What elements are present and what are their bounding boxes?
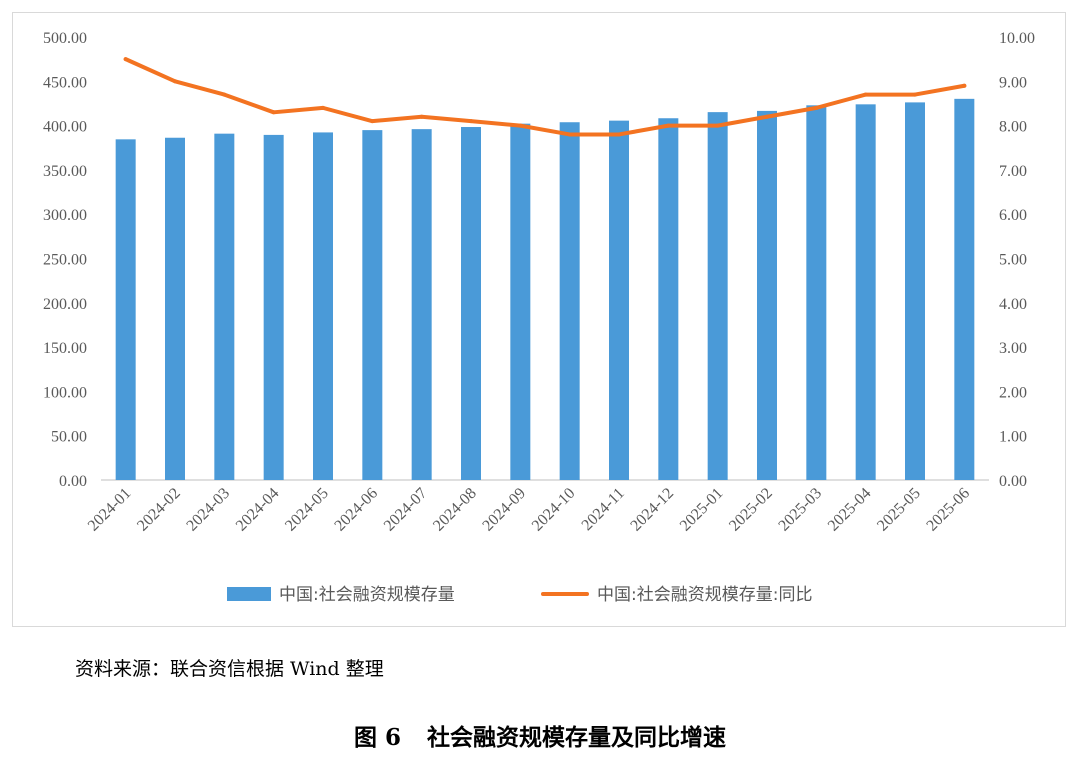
- x-tick-label: 2024-05: [282, 485, 332, 535]
- y-left-tick-label: 300.00: [43, 207, 87, 224]
- bar: [313, 132, 333, 480]
- source-note: 资料来源：联合资信根据 Wind 整理: [75, 658, 384, 680]
- bar: [806, 105, 827, 480]
- x-tick-label: 2024-01: [85, 485, 135, 535]
- chart-frame: 0.00 50.00 100.00 150.00 200.00 250.00 300.00 3…: [12, 12, 1066, 627]
- line-point: [321, 105, 325, 110]
- y-left-tick-label: 250.00: [43, 252, 87, 269]
- y-left-tick-label: 200.00: [43, 296, 87, 313]
- x-tick-label: 2024-09: [479, 485, 529, 535]
- line-point: [173, 79, 177, 84]
- y-left-tick-label: 0.00: [59, 473, 87, 490]
- x-tick-label: 2024-04: [233, 485, 283, 535]
- line-point: [222, 92, 227, 97]
- x-tick-label: 2025-01: [677, 485, 727, 535]
- x-tick-label: 2024-12: [627, 485, 677, 535]
- y-left-tick-label: 150.00: [43, 340, 87, 357]
- line-point: [123, 57, 128, 62]
- figure-caption: 图 6 社会融资规模存量及同比增速: [0, 718, 1080, 752]
- x-tick-label: 2025-03: [775, 485, 825, 535]
- figure-title: 社会融资规模存量及同比增速: [427, 724, 726, 751]
- y-right-tick-label: 4.00: [999, 296, 1027, 313]
- line-point: [271, 110, 276, 115]
- line-point: [863, 92, 868, 97]
- figure-label: 图 6: [353, 724, 401, 751]
- y-right-tick-label: 9.00: [999, 74, 1027, 91]
- bar: [905, 102, 925, 480]
- bar: [263, 134, 284, 480]
- legend-bar-swatch: [227, 587, 271, 601]
- x-tick-label: 2025-05: [874, 485, 924, 535]
- bar: [609, 120, 629, 480]
- line-point: [370, 119, 375, 124]
- line-point: [913, 92, 917, 97]
- chart-svg: 0.00 50.00 100.00 150.00 200.00 250.00 300.00 3…: [43, 30, 1035, 605]
- line-layer: [123, 57, 967, 137]
- y-right-tick-label: 10.00: [999, 30, 1035, 47]
- bar: [362, 130, 383, 480]
- y-right-tick-label: 7.00: [999, 163, 1027, 180]
- x-tick-label: 2024-07: [381, 485, 431, 535]
- bar: [559, 122, 580, 480]
- y-right-tick-label: 1.00: [999, 429, 1027, 446]
- bar: [658, 118, 679, 480]
- line-point: [715, 123, 720, 128]
- bar: [115, 139, 136, 480]
- x-tick-label: 2024-03: [183, 485, 233, 535]
- y-left-tick-label: 50.00: [51, 429, 87, 446]
- y-right-tick-label: 0.00: [999, 473, 1027, 490]
- x-tick-label: 2024-02: [134, 485, 184, 535]
- legend: 中国:社会融资规模存量 中国:社会融资规模存量:同比: [227, 585, 812, 605]
- x-tick-label: 2025-04: [825, 485, 875, 535]
- line-point: [419, 114, 424, 119]
- x-tick-label: 2024-08: [430, 485, 480, 535]
- y-right-tick-label: 8.00: [999, 119, 1027, 136]
- y-left-tick-label: 100.00: [43, 384, 87, 401]
- y-right-tick-label: 5.00: [999, 252, 1027, 269]
- bar: [707, 112, 728, 480]
- labels-layer: 0.00 50.00 100.00 150.00 200.00 250.00 300.00 3…: [43, 30, 1035, 535]
- line-series: [123, 57, 967, 137]
- y-right-tick-label: 6.00: [999, 207, 1027, 224]
- y-left-tick-label: 400.00: [43, 119, 87, 136]
- line-point: [962, 83, 967, 88]
- y-right-tick-label: 2.00: [999, 384, 1027, 401]
- bar: [855, 104, 876, 480]
- bar: [411, 129, 432, 481]
- y-right-tick-label: 3.00: [999, 340, 1027, 357]
- x-tick-label: 2025-02: [726, 485, 776, 535]
- y-left-tick-label: 450.00: [43, 74, 87, 91]
- x-tick-label: 2024-06: [331, 485, 381, 535]
- x-tick-label: 2024-11: [579, 485, 628, 534]
- y-left-tick-label: 500.00: [43, 30, 87, 47]
- line-point: [617, 132, 621, 137]
- bar: [757, 110, 777, 481]
- line-point: [567, 132, 572, 137]
- bar: [510, 123, 531, 480]
- line-point: [469, 119, 473, 124]
- line-point: [765, 114, 769, 119]
- legend-bar-label: 中国:社会融资规模存量: [279, 585, 455, 605]
- legend-line-label: 中国:社会融资规模存量:同比: [597, 585, 812, 605]
- x-tick-label: 2024-10: [529, 485, 579, 535]
- line-point: [666, 123, 671, 128]
- bar: [214, 133, 235, 480]
- y-left-tick-label: 350.00: [43, 163, 87, 180]
- x-tick-label: 2025-06: [923, 485, 973, 535]
- bars-layer: [115, 98, 975, 481]
- bar: [461, 127, 481, 480]
- line-point: [518, 123, 523, 128]
- bar: [165, 137, 185, 480]
- line-point: [814, 105, 819, 110]
- bar: [954, 98, 975, 480]
